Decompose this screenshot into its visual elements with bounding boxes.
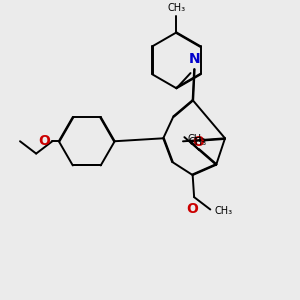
Text: CH₃: CH₃: [215, 206, 233, 216]
Text: CH₃: CH₃: [188, 134, 206, 144]
Text: O: O: [38, 134, 50, 148]
Text: N: N: [189, 52, 200, 66]
Text: CH₃: CH₃: [167, 3, 185, 13]
Text: CH₃: CH₃: [189, 136, 207, 147]
Text: O: O: [192, 135, 204, 149]
Text: O: O: [187, 202, 199, 216]
